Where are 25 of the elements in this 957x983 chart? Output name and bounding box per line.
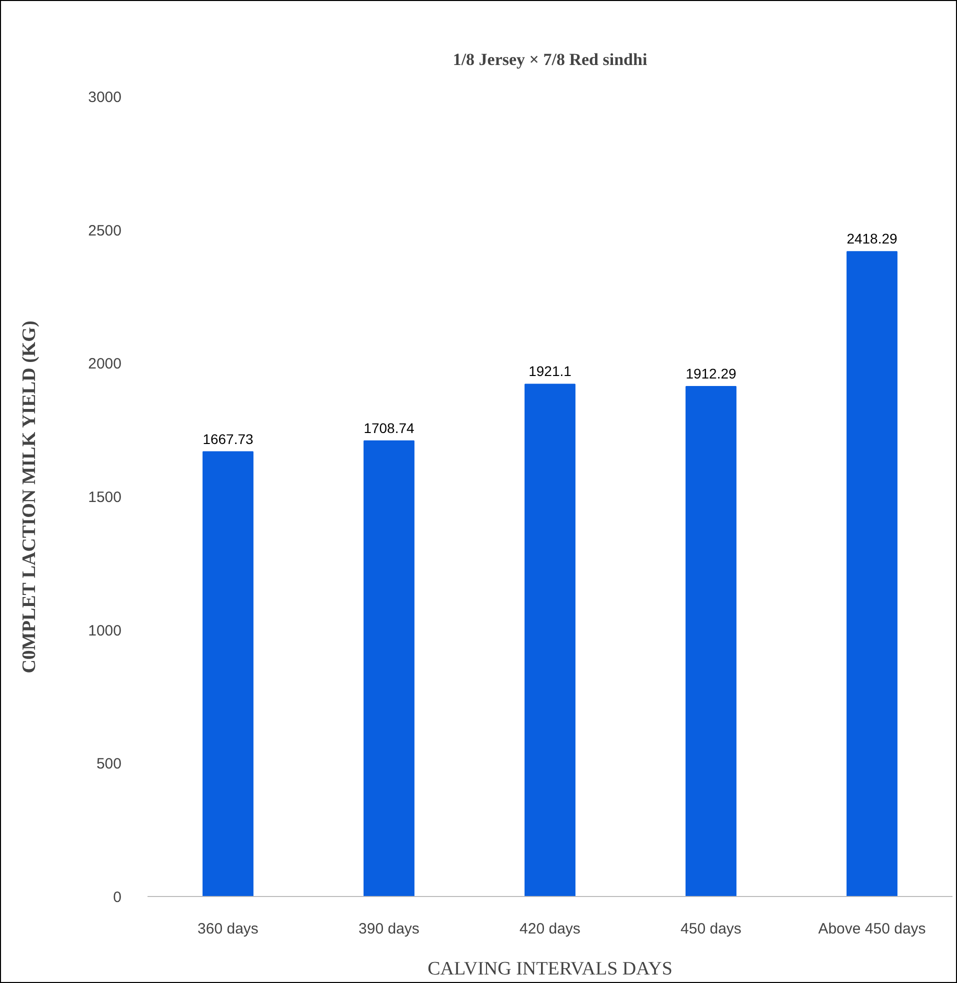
data-label: 1667.73 [202,430,254,447]
y-tick-label: 3000 [88,89,122,106]
y-tick-label: 2000 [88,356,122,373]
bar [846,251,898,896]
y-tick-label: 2500 [88,222,122,240]
x-tick-label: 420 days [520,920,580,938]
y-tick-label: 1500 [88,489,122,506]
x-tick-label: Above 450 days [818,920,926,938]
x-tick-label: 450 days [680,920,742,938]
chart-title: 1/8 Jersey × 7/8 Red sindhi [452,50,648,69]
bar [364,440,414,896]
data-label: 1912.29 [686,366,737,382]
x-tick-label: 360 days [198,920,258,938]
y-tick-label: 500 [96,756,122,773]
y-tick-label: 0 [113,889,122,906]
bar [686,386,736,896]
y-tick-label: 1000 [88,622,122,640]
data-label: 1708.74 [364,420,415,436]
data-label: 1921.1 [528,363,572,380]
x-axis-title: CALVING INTERVALS DAYS [428,958,672,980]
data-label: 2418.29 [846,230,898,247]
bar [524,384,576,896]
x-tick-label: 390 days [358,920,420,938]
bar [202,451,254,896]
y-axis-title: C0MPLET LACTION MILK YIELD (KG) [19,320,40,674]
